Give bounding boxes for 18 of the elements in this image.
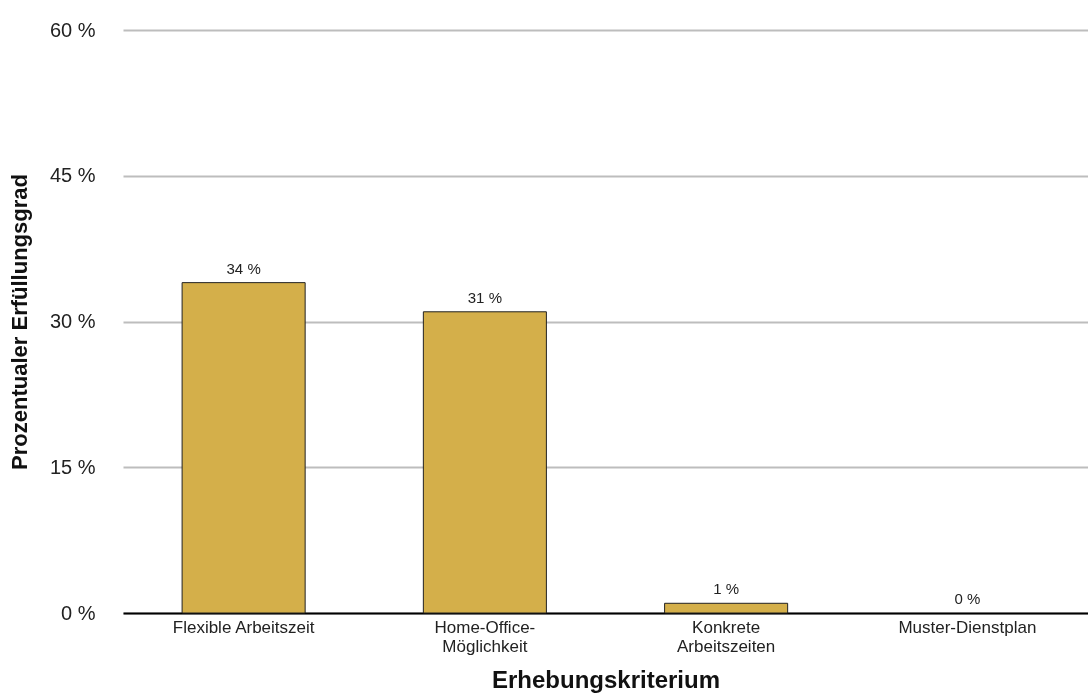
- y-tick-label: 45 %: [49, 164, 96, 187]
- x-tick-label: Home-Office-Möglichkeit: [434, 617, 536, 656]
- data-label: 0 %: [954, 590, 981, 607]
- bar: [422, 311, 547, 614]
- x-tick-label: Muster-Dienstplan: [898, 617, 1037, 637]
- y-axis-title: Prozentualer Erfüllungsgrad: [6, 174, 32, 470]
- y-tick-label: 60 %: [49, 18, 96, 41]
- y-tick-label: 15 %: [49, 455, 96, 478]
- bar: [664, 602, 789, 614]
- x-axis-title: Erhebungskriterium: [491, 665, 721, 693]
- bar: [181, 282, 306, 614]
- y-tick-label: 30 %: [49, 310, 96, 332]
- data-label: 31 %: [467, 288, 502, 306]
- x-tick-label: Flexible Arbeitszeit: [172, 617, 315, 637]
- data-label: 1 %: [713, 580, 740, 598]
- y-tick-label: 0 %: [61, 601, 96, 624]
- x-tick-label: Konkrete Arbeitszeiten: [676, 617, 776, 656]
- data-label: 34 %: [226, 259, 261, 277]
